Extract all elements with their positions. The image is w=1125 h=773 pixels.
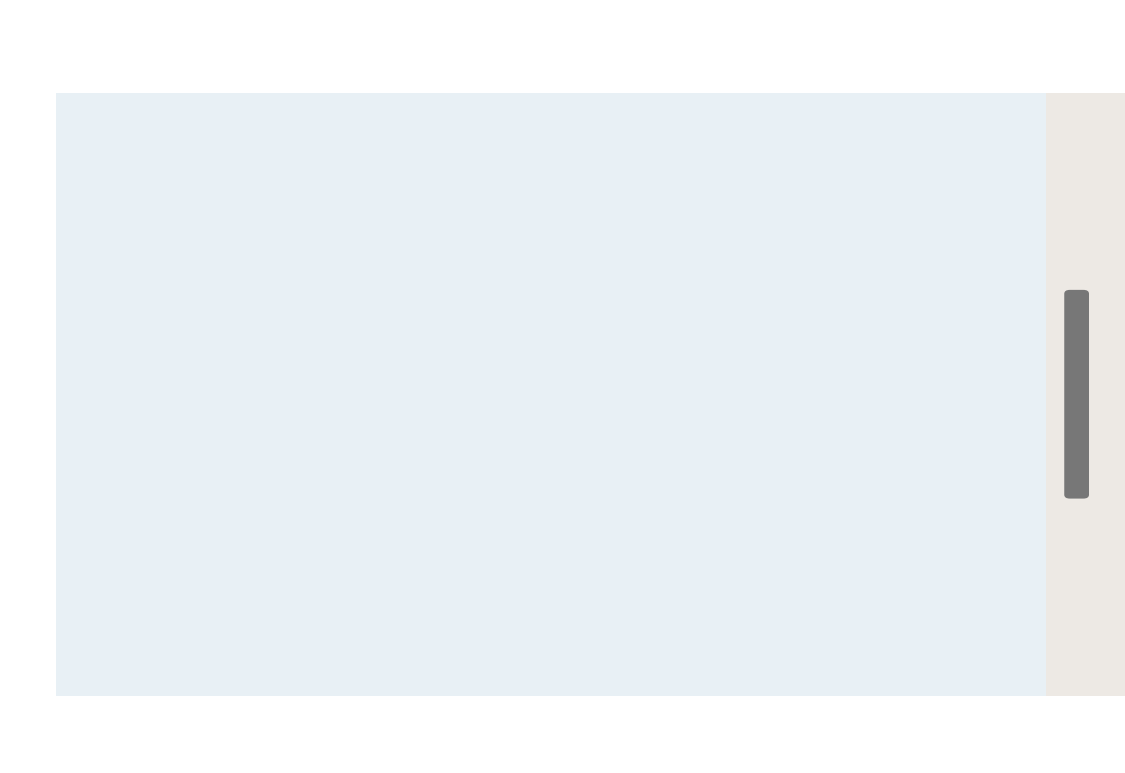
Ellipse shape — [97, 476, 144, 517]
Text: speed will ___________________________.: speed will ___________________________. — [106, 213, 721, 245]
Text: In DC series motor when flux increases, the: In DC series motor when flux increases, … — [106, 135, 804, 166]
Text: decrease: decrease — [184, 398, 324, 427]
Ellipse shape — [97, 392, 144, 433]
Ellipse shape — [97, 560, 144, 601]
Text: zero: zero — [184, 482, 250, 511]
Text: increase: increase — [184, 567, 314, 596]
Text: remains same: remains same — [184, 308, 400, 336]
Ellipse shape — [97, 301, 144, 342]
